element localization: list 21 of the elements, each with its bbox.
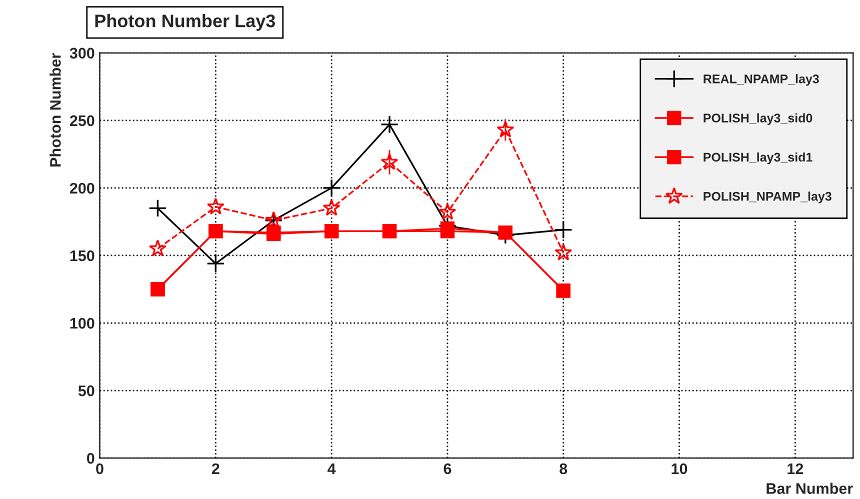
y-tick-label: 50 [78, 385, 94, 396]
y-tick-label: 250 [70, 115, 94, 126]
legend-label: POLISH_lay3_sid0 [704, 113, 812, 125]
y-tick-label: 0 [87, 452, 94, 464]
x-axis-title: Bar Number [766, 482, 853, 494]
x-tick-label: 2 [212, 463, 220, 474]
y-tick-label: 200 [70, 182, 94, 194]
legend-label: POLISH_NPAMP_lay3 [704, 192, 832, 204]
x-tick-label: 12 [788, 463, 804, 474]
y-tick-label: 300 [70, 48, 94, 59]
y-tick-label: 100 [70, 318, 94, 329]
x-tick-label: 8 [560, 463, 568, 474]
legend-label: REAL_NPAMP_lay3 [704, 74, 819, 86]
x-tick-label: 6 [444, 463, 452, 474]
y-axis-title: Photon Number [50, 53, 61, 166]
x-tick-label: 10 [672, 463, 688, 474]
x-tick-label: 4 [328, 464, 336, 474]
legend-label: POLISH_lay3_sid1 [704, 152, 812, 164]
y-tick-label: 150 [70, 250, 94, 262]
chart-title: Photon Number Lay3 [95, 14, 276, 31]
x-tick-label: 0 [96, 463, 104, 474]
